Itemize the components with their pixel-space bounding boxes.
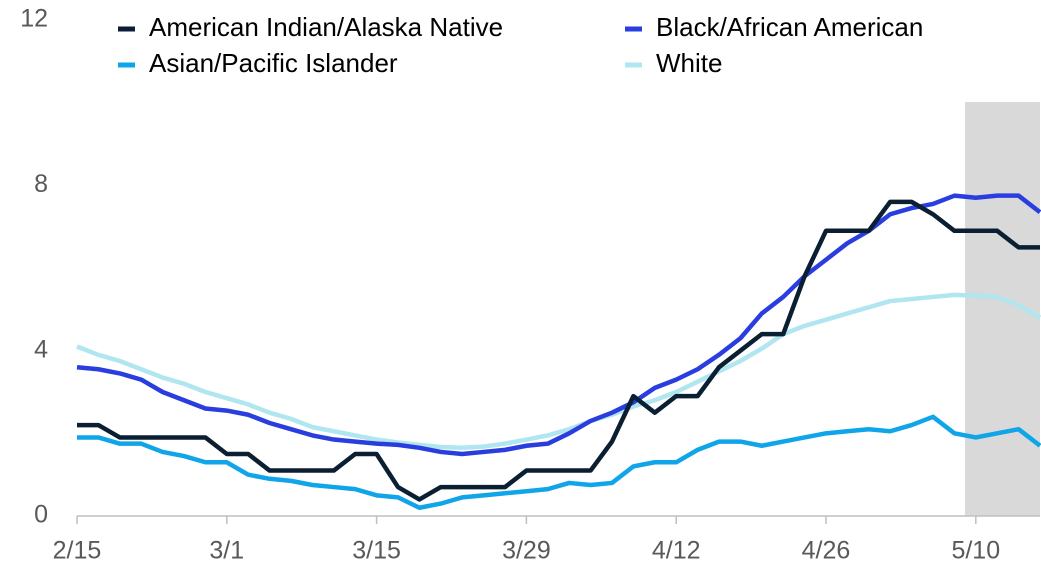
x-tick-label: 2/15 xyxy=(53,537,102,565)
y-tick-label: 12 xyxy=(20,5,48,33)
x-tick-label: 3/15 xyxy=(352,537,401,565)
x-tick-label: 4/12 xyxy=(652,537,701,565)
y-tick-label: 0 xyxy=(34,501,48,529)
series-line xyxy=(77,199,1040,502)
legend-label: White xyxy=(656,48,722,78)
legend-label: Black/African American xyxy=(656,12,923,42)
x-tick-label: 4/26 xyxy=(802,537,851,565)
series-line xyxy=(76,292,1041,451)
series-line xyxy=(76,193,1041,457)
legend-label: American Indian/Alaska Native xyxy=(149,12,503,42)
x-tick-label: 5/10 xyxy=(951,537,1000,565)
legend-label: Asian/Pacific Islander xyxy=(149,48,398,78)
y-tick-label: 8 xyxy=(34,170,48,198)
x-tick-label: 3/1 xyxy=(209,537,244,565)
x-tick-label: 3/29 xyxy=(502,537,551,565)
series-line xyxy=(77,414,1041,510)
y-tick-label: 4 xyxy=(34,335,48,363)
